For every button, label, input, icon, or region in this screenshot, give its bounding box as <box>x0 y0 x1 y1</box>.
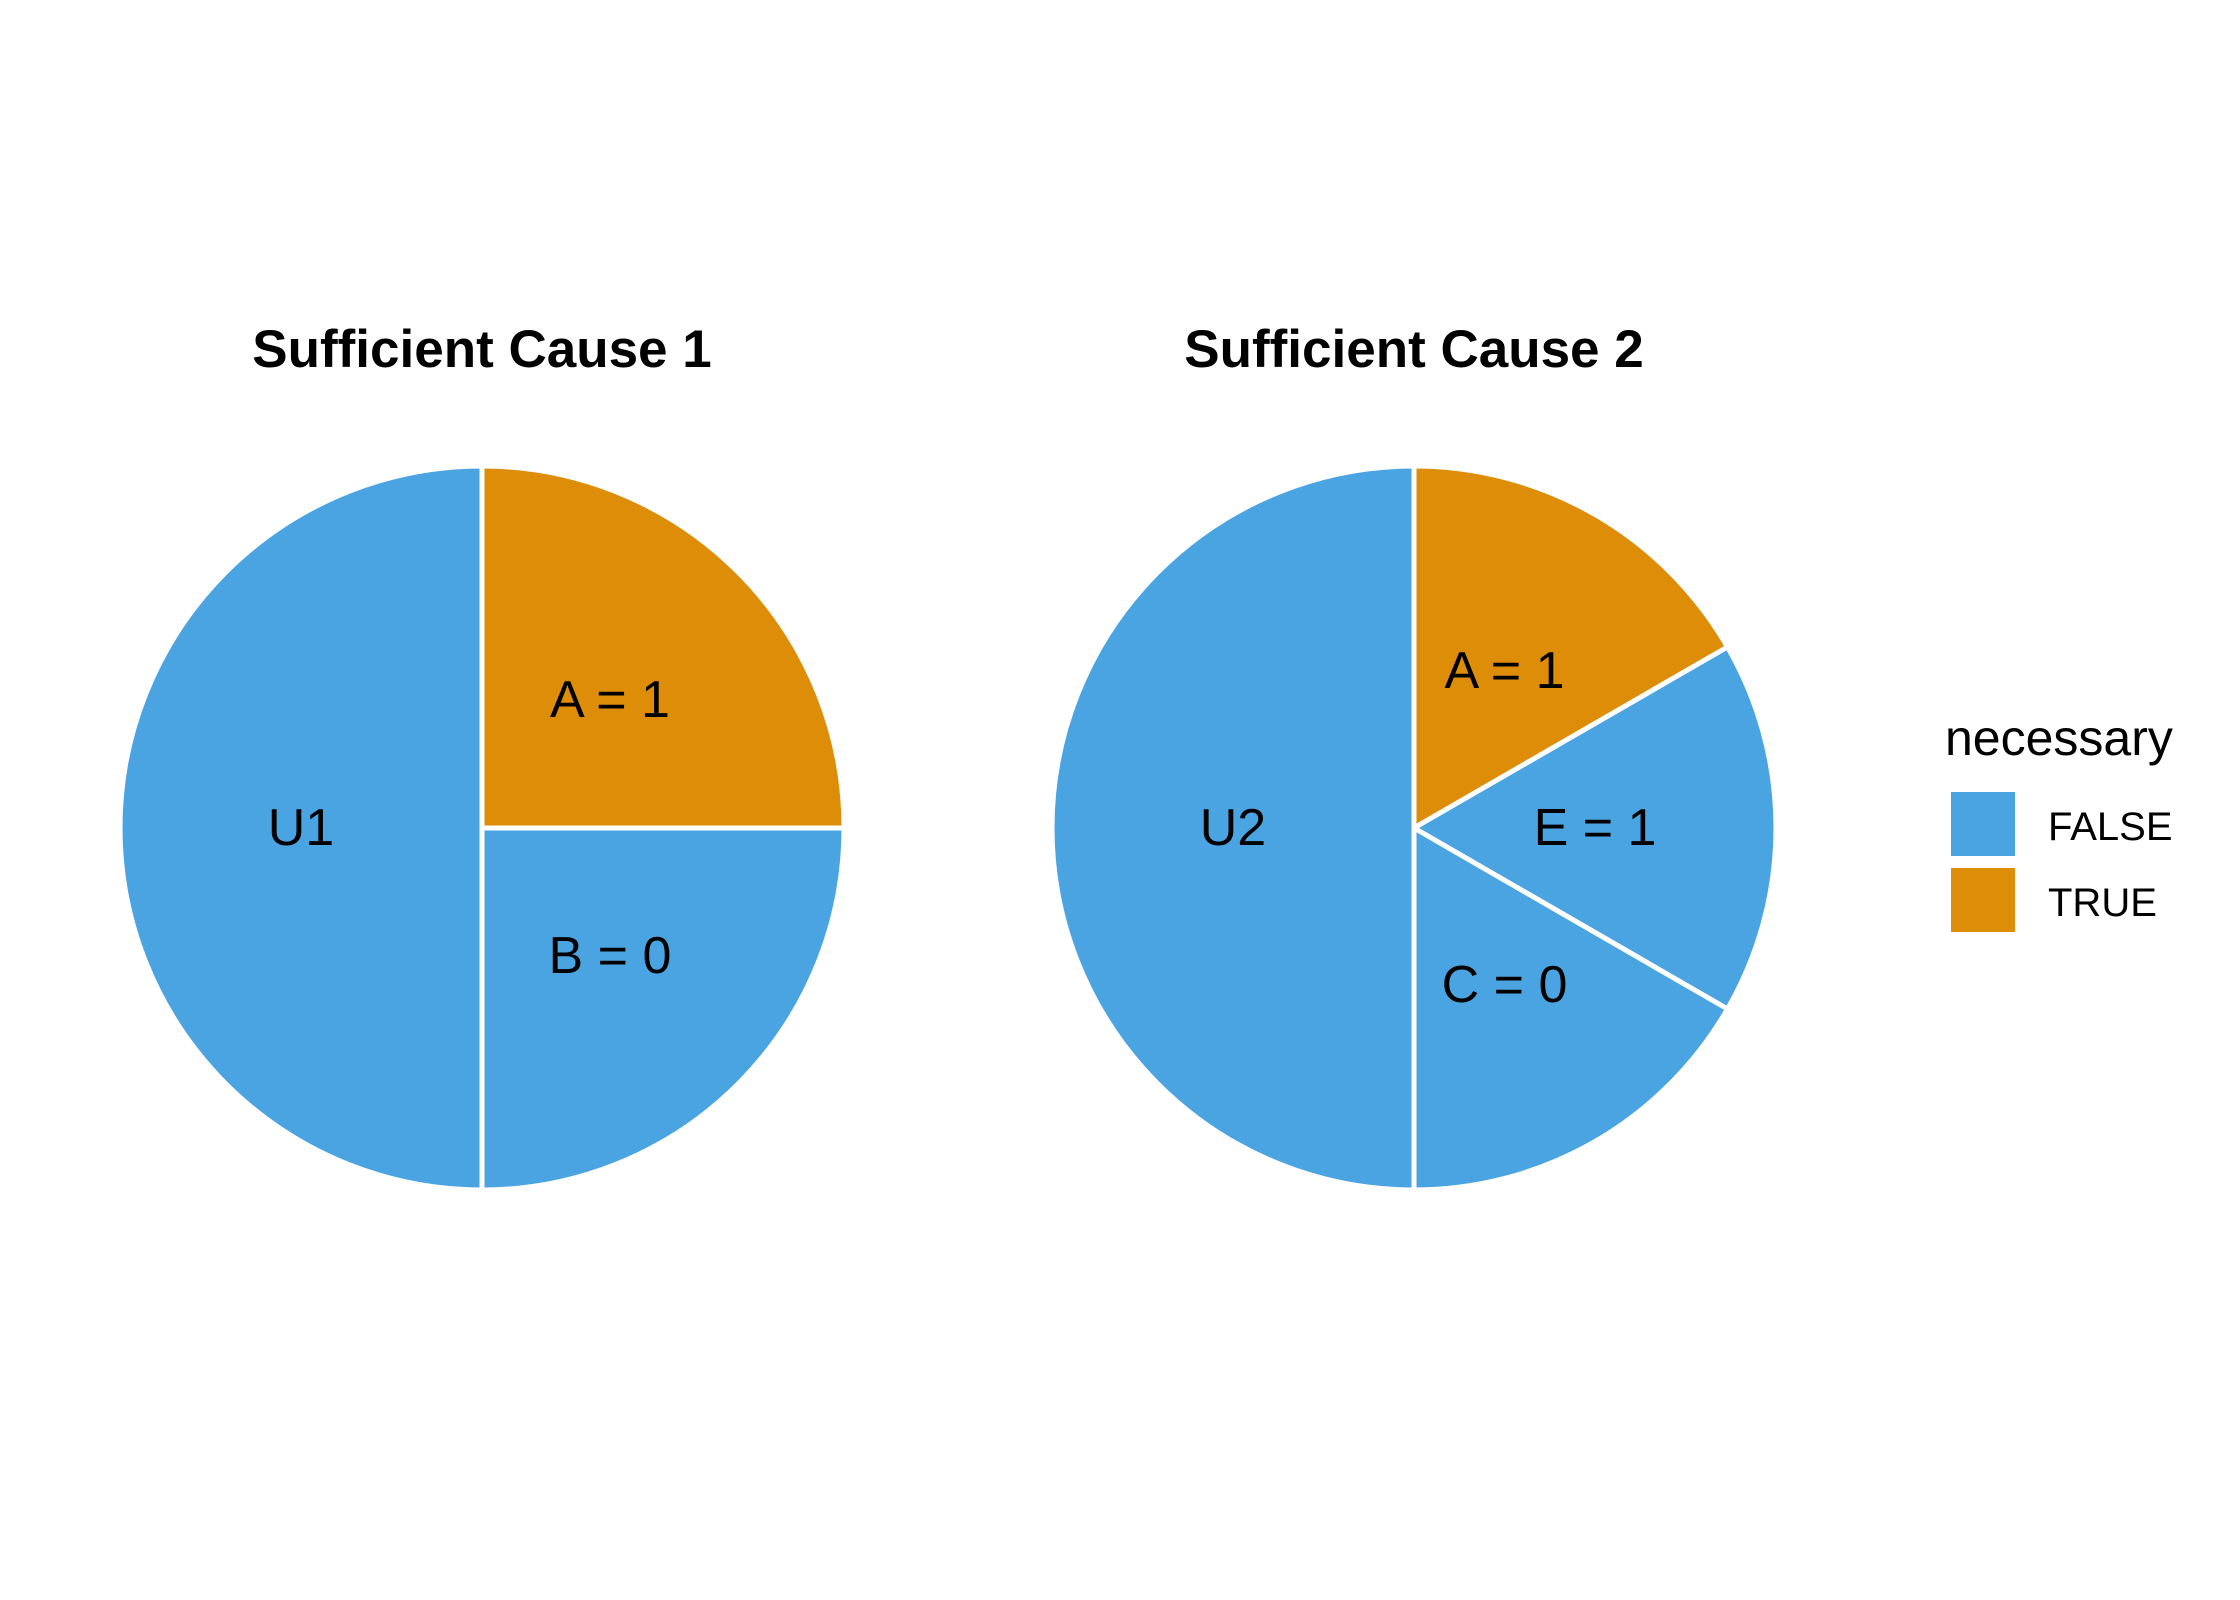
pie-chart-sufficient-cause-2: Sufficient Cause 2 A = 1 E = 1 C = 0 U2 <box>1049 320 1779 1193</box>
pie-slice-e-1 <box>1409 643 1779 1013</box>
legend-key-true <box>1951 868 2015 932</box>
pie-slice-u1 <box>117 463 485 1193</box>
slice-label: B = 0 <box>549 927 672 985</box>
legend-key-false <box>1951 792 2015 856</box>
chart-title: Sufficient Cause 1 <box>252 320 711 379</box>
slice-label: U1 <box>268 799 334 857</box>
legend-title: necessary <box>1945 710 2173 766</box>
pie-slice-c-0 <box>1411 823 1731 1193</box>
pie-labels: A = 1 E = 1 C = 0 U2 <box>1200 642 1657 1014</box>
slice-label: C = 0 <box>1442 956 1568 1014</box>
slice-label: A = 1 <box>550 671 670 729</box>
pie-slice-u2 <box>1049 463 1417 1193</box>
slice-label: A = 1 <box>1445 642 1565 700</box>
pie-slice-b-0 <box>479 825 847 1193</box>
pie-slices <box>117 463 847 1193</box>
pie-slice-a-1 <box>1411 463 1731 833</box>
slice-label: U2 <box>1200 799 1266 857</box>
pie-labels: A = 1 B = 0 U1 <box>268 671 672 985</box>
legend: necessary FALSE TRUE <box>1945 710 2173 932</box>
legend-label-false: FALSE <box>2048 805 2173 849</box>
legend-label-true: TRUE <box>2048 881 2157 925</box>
pie-chart-sufficient-cause-1: Sufficient Cause 1 A = 1 B = 0 U1 <box>117 320 847 1193</box>
chart-title: Sufficient Cause 2 <box>1184 320 1643 379</box>
pie-slices <box>1049 463 1779 1193</box>
slice-label: E = 1 <box>1534 799 1657 857</box>
pie-slice-a-1 <box>479 463 847 831</box>
